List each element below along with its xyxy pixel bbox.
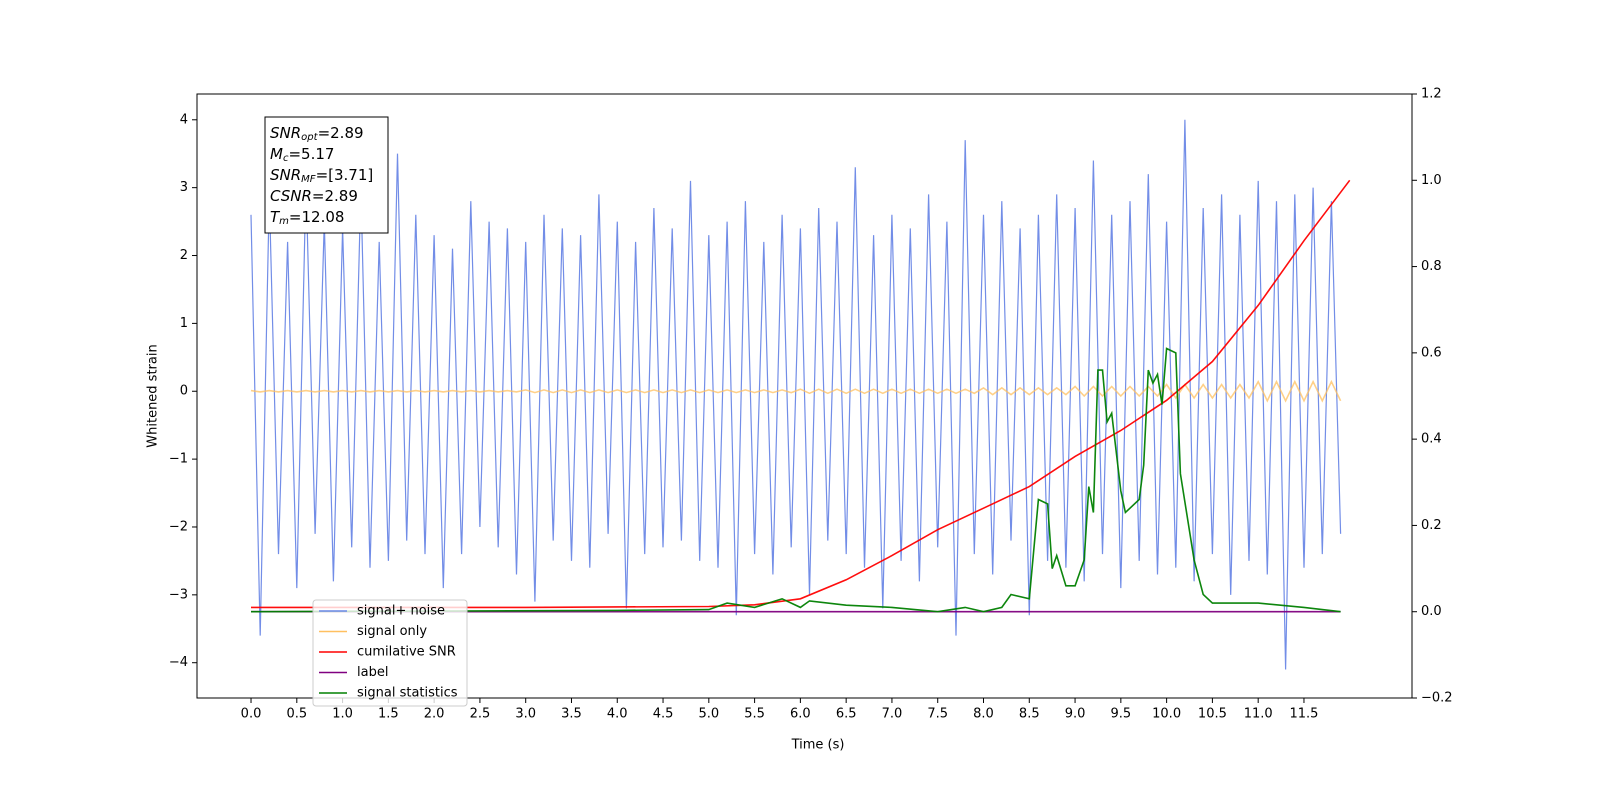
- annotation-rest: =[3.71]: [316, 166, 374, 184]
- x-tick-label: 11.0: [1244, 707, 1273, 722]
- series-line: [250, 347, 1341, 613]
- x-tick-label: 8.5: [1019, 707, 1040, 722]
- x-tick-label: 9.5: [1110, 707, 1131, 722]
- x-tick-label: 2.5: [470, 707, 491, 722]
- x-tick-label: 7.0: [882, 707, 903, 722]
- x-tick-label: 10.0: [1152, 707, 1181, 722]
- y2-tick-label: 0.4: [1421, 432, 1442, 447]
- y-axis-label: Whitened strain: [146, 344, 161, 447]
- annotation-base: M: [270, 145, 283, 163]
- legend-label: cumilative SNR: [357, 645, 456, 660]
- annotation-base: CSNR: [270, 187, 312, 205]
- legend-frame: [312, 599, 468, 707]
- annotation-sub: c: [283, 153, 289, 164]
- legend: signal+ noise signal only cumilative SNR la…: [312, 599, 468, 707]
- y2-tick-label: 0.6: [1421, 345, 1442, 360]
- x-tick-label: 9.0: [1065, 707, 1086, 722]
- y-tick-label: −1: [169, 452, 188, 467]
- series-line: [250, 119, 1342, 670]
- annotation: Mc=5.17: [270, 145, 334, 165]
- y2-tick-label: 0.2: [1421, 518, 1442, 533]
- y-tick-label: −3: [169, 587, 188, 602]
- annotation-rest: =2.89: [318, 124, 364, 142]
- y2-tick-label: 1.2: [1421, 87, 1442, 102]
- x-axis-label: Time (s): [791, 738, 845, 753]
- x-tick-label: 8.0: [973, 707, 994, 722]
- x-tick-label: 4.0: [607, 707, 628, 722]
- annotation: SNRMF=[3.71]: [270, 166, 373, 186]
- y-tick-label: 0: [180, 384, 188, 399]
- legend-label: label: [357, 665, 388, 680]
- y2-tick-label: 1.0: [1421, 173, 1442, 188]
- annotation-frame: [264, 116, 389, 234]
- x-tick-label: 3.0: [515, 707, 536, 722]
- annotation-rest: =2.89: [312, 187, 358, 205]
- annotation: CSNR=2.89: [270, 187, 358, 205]
- x-tick-label: 0.0: [241, 707, 262, 722]
- y-tick-label: −2: [169, 519, 188, 534]
- annotation-rest: =12.08: [289, 208, 345, 226]
- y2-tick-label: 0.8: [1421, 259, 1442, 274]
- x-tick-label: 4.5: [653, 707, 674, 722]
- y-tick-label: 4: [180, 112, 188, 127]
- x-tick-label: 1.0: [332, 707, 353, 722]
- legend-label: signal statistics: [357, 686, 458, 701]
- annotation-sub: m: [279, 216, 289, 227]
- y2-tick-label: 0.0: [1421, 604, 1442, 619]
- legend-label: signal+ noise: [357, 604, 445, 619]
- annotation-sub: MF: [301, 174, 316, 185]
- annotation: SNRopt=2.89: [270, 124, 364, 144]
- x-tick-label: 5.0: [698, 707, 719, 722]
- x-tick-label: 11.5: [1289, 707, 1318, 722]
- annotation-rest: =5.17: [288, 145, 334, 163]
- y-tick-label: −4: [169, 655, 188, 670]
- annotation-base: SNR: [270, 124, 301, 142]
- annotation-sub: opt: [301, 132, 318, 143]
- series-line: [250, 379, 1342, 403]
- x-tick-label: 5.5: [744, 707, 765, 722]
- legend-label: signal only: [357, 624, 427, 639]
- annotation-base: SNR: [270, 166, 301, 184]
- x-tick-label: 2.0: [424, 707, 445, 722]
- annotation-base: T: [270, 208, 281, 226]
- x-tick-label: 7.5: [927, 707, 948, 722]
- x-tick-label: 0.5: [286, 707, 307, 722]
- x-tick-label: 6.5: [836, 707, 857, 722]
- x-tick-label: 10.5: [1198, 707, 1227, 722]
- plot-frame: [196, 93, 1413, 699]
- annotation: Tm=12.08: [270, 208, 344, 228]
- x-tick-label: 1.5: [378, 707, 399, 722]
- y-tick-label: 2: [180, 248, 188, 263]
- x-tick-label: 3.5: [561, 707, 582, 722]
- x-tick-label: 6.0: [790, 707, 811, 722]
- y2-tick-label: −0.2: [1421, 691, 1453, 706]
- y-tick-label: 1: [180, 316, 188, 331]
- annotation-box: SNRopt=2.89Mc=5.17SNRMF=[3.71]CSNR=2.89T…: [264, 116, 389, 234]
- y-tick-label: 3: [180, 180, 188, 195]
